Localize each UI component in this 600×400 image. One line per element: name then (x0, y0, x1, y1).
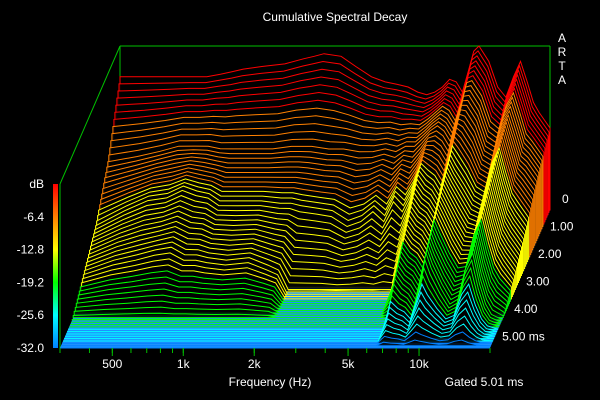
z-tick-label: -19.2 (17, 275, 45, 289)
z-unit-label: dB (29, 177, 44, 191)
frame-edge (59, 45, 121, 185)
x-axis-ticks: 500 1k 2k 5k 10k (59, 348, 491, 371)
z-axis-ticks: -6.4 -12.8 -19.2 -25.6 -32.0 (17, 210, 45, 355)
x-tick-label: 500 (102, 357, 122, 371)
x-axis-label: Frequency (Hz) (229, 375, 312, 389)
time-tick-label: 0 (562, 192, 569, 206)
brand-letter: T (558, 59, 566, 73)
z-tick-label: -12.8 (17, 243, 45, 257)
z-tick-label: -25.6 (17, 308, 45, 322)
time-tick-label: 1.00 (550, 220, 574, 234)
x-tick-label: 10k (409, 357, 429, 371)
time-tick-label: 4.00 (514, 302, 538, 316)
x-tick-label: 2k (248, 357, 262, 371)
waterfall-slices (60, 45, 551, 349)
time-axis-ticks: 0 1.00 2.00 3.00 4.00 5.00 ms (502, 192, 574, 344)
x-tick-label: 5k (342, 357, 356, 371)
brand-letter: A (558, 31, 566, 45)
brand-letter: A (558, 73, 566, 87)
decay-slice (62, 331, 493, 344)
decay-slice (61, 339, 492, 347)
chart-title: Cumulative Spectral Decay (263, 10, 408, 24)
colorbar (53, 184, 58, 348)
time-tick-label: 2.00 (538, 247, 562, 261)
gate-label: Gated 5.01 ms (445, 375, 524, 389)
z-tick-label: -6.4 (23, 210, 44, 224)
z-tick-label: -32.0 (17, 341, 45, 355)
time-tick-label: 3.00 (526, 275, 550, 289)
time-tick-label: 5.00 ms (502, 330, 545, 344)
x-tick-label: 1k (177, 357, 191, 371)
brand-letter: R (558, 45, 567, 59)
